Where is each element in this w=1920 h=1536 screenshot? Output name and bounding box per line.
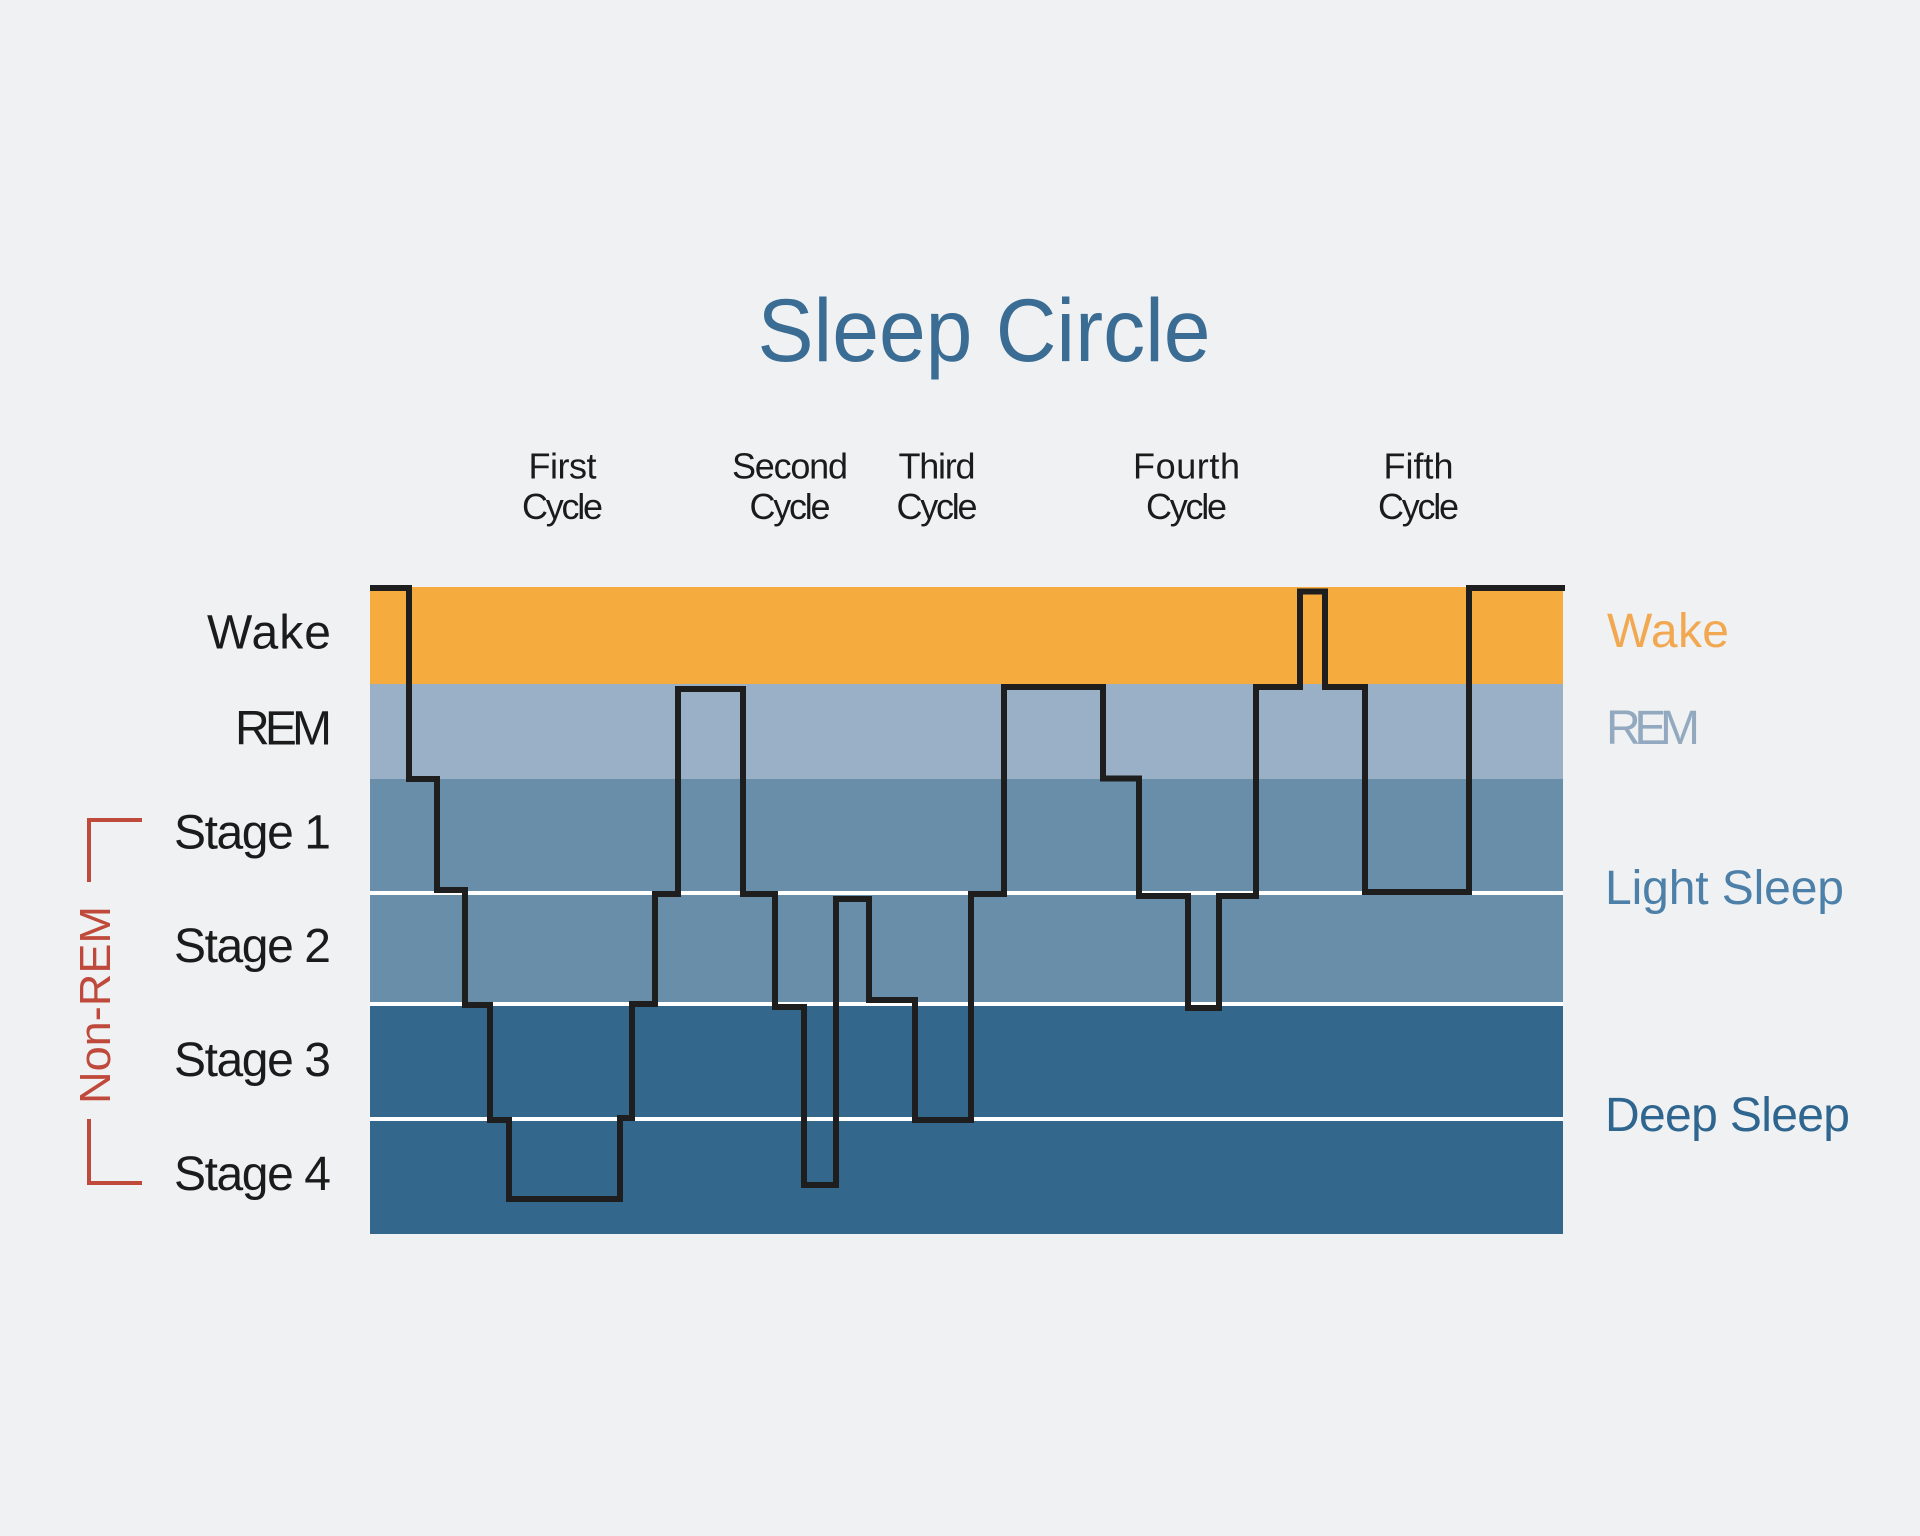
svg-text:Light Sleep: Light Sleep — [1605, 862, 1844, 915]
svg-text:Sleep Circle: Sleep Circle — [758, 280, 1211, 380]
svg-text:Wake: Wake — [207, 607, 331, 660]
svg-text:REM: REM — [235, 703, 332, 756]
svg-text:Stage 4: Stage 4 — [174, 1148, 331, 1201]
svg-text:Fourth: Fourth — [1133, 446, 1240, 487]
svg-text:Fifth: Fifth — [1384, 446, 1454, 487]
svg-text:First: First — [529, 446, 597, 487]
svg-text:Cycle: Cycle — [1378, 486, 1459, 527]
svg-text:Cycle: Cycle — [522, 486, 603, 527]
svg-text:REM: REM — [1606, 702, 1700, 755]
svg-text:Stage 3: Stage 3 — [174, 1034, 331, 1087]
svg-text:Non-REM: Non-REM — [71, 906, 120, 1104]
svg-text:Cycle: Cycle — [1146, 486, 1227, 527]
svg-text:Cycle: Cycle — [897, 486, 978, 527]
svg-text:Stage 2: Stage 2 — [174, 920, 331, 973]
svg-text:Third: Third — [899, 446, 976, 487]
svg-text:Second: Second — [732, 446, 848, 487]
svg-text:Wake: Wake — [1607, 605, 1729, 658]
svg-text:Cycle: Cycle — [750, 486, 831, 527]
svg-text:Deep Sleep: Deep Sleep — [1605, 1089, 1850, 1142]
svg-text:Stage 1: Stage 1 — [174, 807, 331, 860]
